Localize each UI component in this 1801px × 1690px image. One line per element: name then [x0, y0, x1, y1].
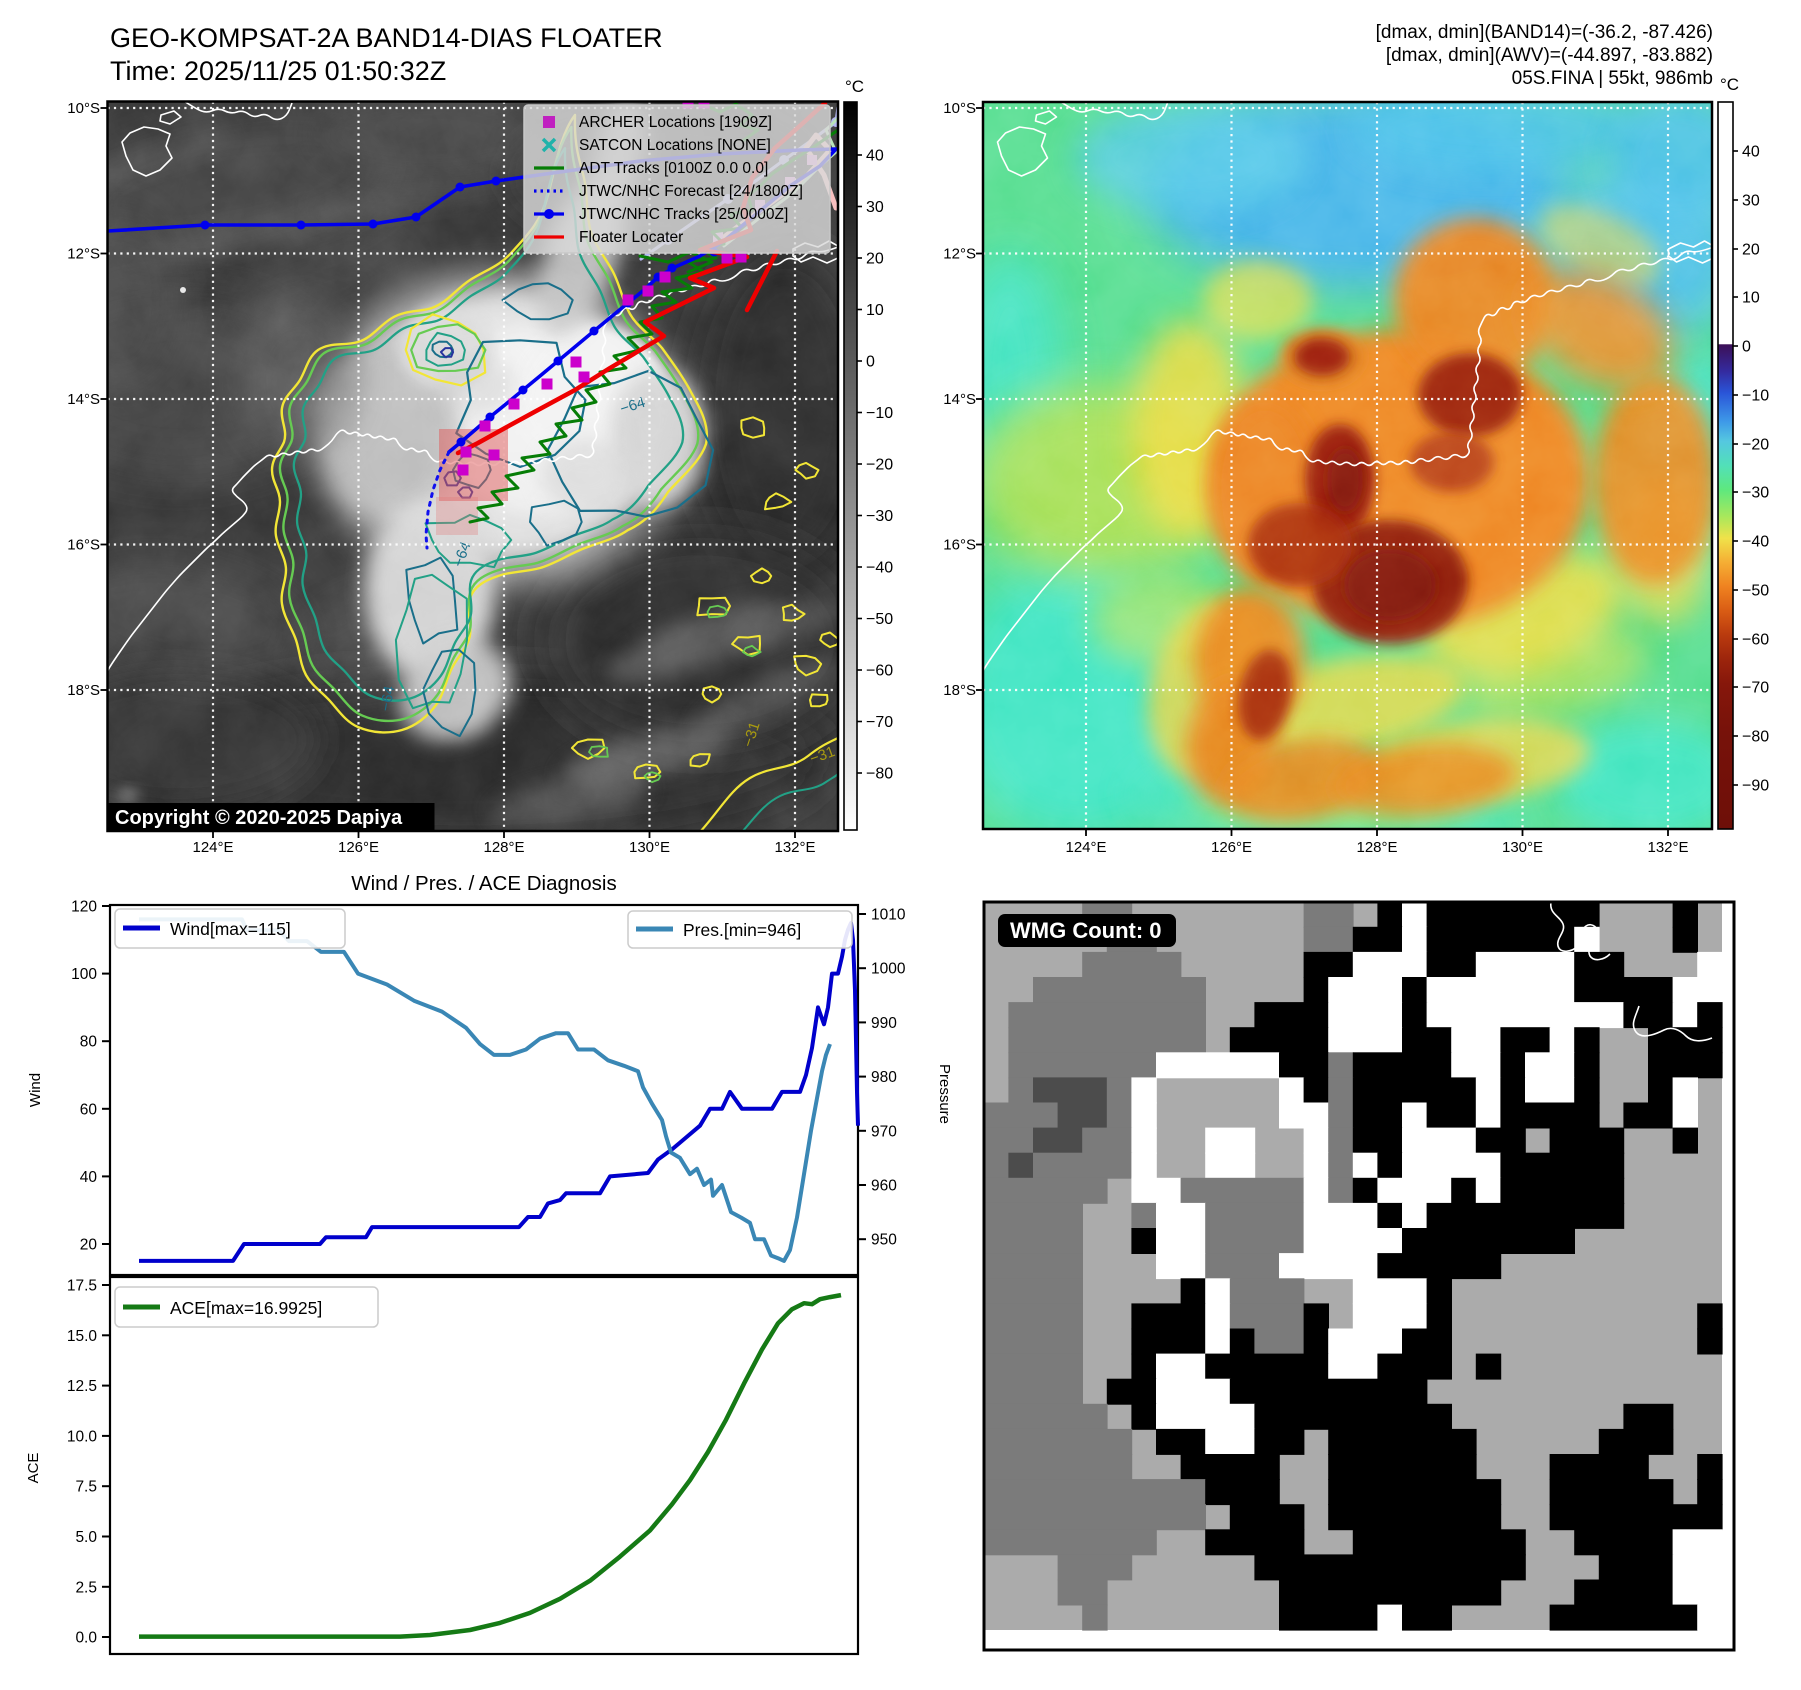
svg-text:Wind / Pres. / ACE Diagnosis: Wind / Pres. / ACE Diagnosis	[351, 872, 616, 895]
svg-text:14°S: 14°S	[943, 391, 976, 408]
svg-text:SATCON Locations [NONE]: SATCON Locations [NONE]	[579, 137, 771, 154]
svg-text:Floater Locater: Floater Locater	[579, 229, 683, 246]
svg-text:°C: °C	[845, 77, 864, 96]
svg-text:JTWC/NHC Forecast [24/1800Z]: JTWC/NHC Forecast [24/1800Z]	[579, 183, 803, 200]
svg-text:7.5: 7.5	[75, 1479, 97, 1496]
svg-text:−20: −20	[1742, 437, 1769, 454]
svg-text:990: 990	[871, 1015, 897, 1032]
svg-text:JTWC/NHC Tracks [25/0000Z]: JTWC/NHC Tracks [25/0000Z]	[579, 206, 788, 223]
svg-text:40: 40	[866, 148, 884, 165]
svg-text:−70: −70	[866, 714, 893, 731]
svg-text:−50: −50	[866, 611, 893, 628]
svg-text:0: 0	[1742, 339, 1751, 356]
svg-text:130°E: 130°E	[1502, 839, 1543, 856]
svg-text:30: 30	[1742, 193, 1760, 210]
svg-text:20: 20	[80, 1237, 98, 1254]
svg-text:ACE[max=16.9925]: ACE[max=16.9925]	[170, 1298, 322, 1318]
svg-text:10: 10	[1742, 290, 1760, 307]
svg-text:ARCHER Locations [1909Z]: ARCHER Locations [1909Z]	[579, 114, 772, 131]
svg-text:16°S: 16°S	[67, 537, 100, 554]
svg-text:−40: −40	[866, 560, 893, 577]
svg-text:Wind: Wind	[27, 1073, 44, 1107]
svg-text:−10: −10	[866, 405, 893, 422]
svg-text:12.5: 12.5	[67, 1378, 97, 1395]
svg-text:Wind[max=115]: Wind[max=115]	[170, 919, 291, 939]
svg-text:100: 100	[71, 966, 97, 983]
svg-text:40: 40	[1742, 144, 1760, 161]
svg-text:970: 970	[871, 1123, 897, 1140]
svg-text:120: 120	[71, 899, 97, 916]
svg-text:2.5: 2.5	[75, 1579, 97, 1596]
svg-text:124°E: 124°E	[192, 839, 233, 856]
svg-text:12°S: 12°S	[67, 246, 100, 263]
svg-text:−20: −20	[866, 457, 893, 474]
svg-text:Time: 2025/11/25 01:50:32Z: Time: 2025/11/25 01:50:32Z	[110, 56, 446, 86]
svg-text:12°S: 12°S	[943, 246, 976, 263]
svg-text:ACE: ACE	[25, 1453, 42, 1484]
svg-text:1010: 1010	[871, 907, 906, 924]
svg-text:126°E: 126°E	[1211, 839, 1252, 856]
svg-text:0: 0	[866, 354, 875, 371]
svg-text:[dmax, dmin](BAND14)=(-36.2, -: [dmax, dmin](BAND14)=(-36.2, -87.426)	[1376, 22, 1713, 43]
svg-text:80: 80	[80, 1034, 98, 1051]
svg-text:GEO-KOMPSAT-2A BAND14-DIAS FLO: GEO-KOMPSAT-2A BAND14-DIAS FLOATER	[110, 23, 663, 53]
svg-text:5.0: 5.0	[75, 1529, 97, 1546]
svg-text:−90: −90	[1742, 778, 1769, 795]
svg-text:10°S: 10°S	[67, 100, 100, 117]
svg-text:1000: 1000	[871, 961, 906, 978]
svg-text:−30: −30	[866, 508, 893, 525]
svg-text:Pressure: Pressure	[936, 1064, 953, 1124]
svg-text:−70: −70	[1742, 680, 1769, 697]
svg-text:20: 20	[1742, 242, 1760, 259]
svg-text:−50: −50	[1742, 583, 1769, 600]
svg-text:132°E: 132°E	[774, 839, 815, 856]
svg-text:20: 20	[866, 251, 884, 268]
svg-text:124°E: 124°E	[1065, 839, 1106, 856]
svg-text:Pres.[min=946]: Pres.[min=946]	[683, 920, 801, 940]
svg-text:WMG Count: 0: WMG Count: 0	[1010, 918, 1162, 943]
svg-text:−10: −10	[1742, 388, 1769, 405]
svg-text:16°S: 16°S	[943, 537, 976, 554]
svg-text:128°E: 128°E	[483, 839, 524, 856]
svg-text:−64: −64	[377, 685, 398, 713]
svg-text:15.0: 15.0	[67, 1328, 98, 1345]
svg-text:950: 950	[871, 1232, 897, 1249]
svg-text:18°S: 18°S	[67, 682, 100, 699]
svg-text:132°E: 132°E	[1647, 839, 1688, 856]
svg-text:17.5: 17.5	[67, 1278, 97, 1295]
svg-text:05S.FINA | 55kt, 986mb: 05S.FINA | 55kt, 986mb	[1512, 68, 1713, 89]
svg-text:18°S: 18°S	[943, 682, 976, 699]
svg-text:980: 980	[871, 1069, 897, 1086]
svg-text:10: 10	[866, 302, 884, 319]
svg-text:0.0: 0.0	[75, 1630, 97, 1647]
svg-text:−80: −80	[866, 766, 893, 783]
svg-text:30: 30	[866, 199, 884, 216]
svg-text:°C: °C	[1720, 75, 1739, 94]
svg-text:ADT Tracks [0100Z 0.0 0.0]: ADT Tracks [0100Z 0.0 0.0]	[579, 160, 768, 177]
svg-text:10°S: 10°S	[943, 100, 976, 117]
svg-text:−60: −60	[866, 663, 893, 680]
svg-text:−40: −40	[1742, 534, 1769, 551]
svg-text:60: 60	[80, 1101, 98, 1118]
svg-text:40: 40	[80, 1169, 98, 1186]
svg-text:10.0: 10.0	[67, 1428, 98, 1445]
svg-text:[dmax, dmin](AWV)=(-44.897, -8: [dmax, dmin](AWV)=(-44.897, -83.882)	[1386, 45, 1713, 66]
svg-text:Copyright © 2020-2025 Dapiya: Copyright © 2020-2025 Dapiya	[115, 807, 403, 829]
svg-text:−80: −80	[1742, 729, 1769, 746]
svg-text:128°E: 128°E	[1356, 839, 1397, 856]
svg-text:−60: −60	[1742, 632, 1769, 649]
svg-text:14°S: 14°S	[67, 391, 100, 408]
svg-text:126°E: 126°E	[338, 839, 379, 856]
svg-text:−30: −30	[1742, 485, 1769, 502]
svg-text:130°E: 130°E	[629, 839, 670, 856]
svg-text:960: 960	[871, 1178, 897, 1195]
